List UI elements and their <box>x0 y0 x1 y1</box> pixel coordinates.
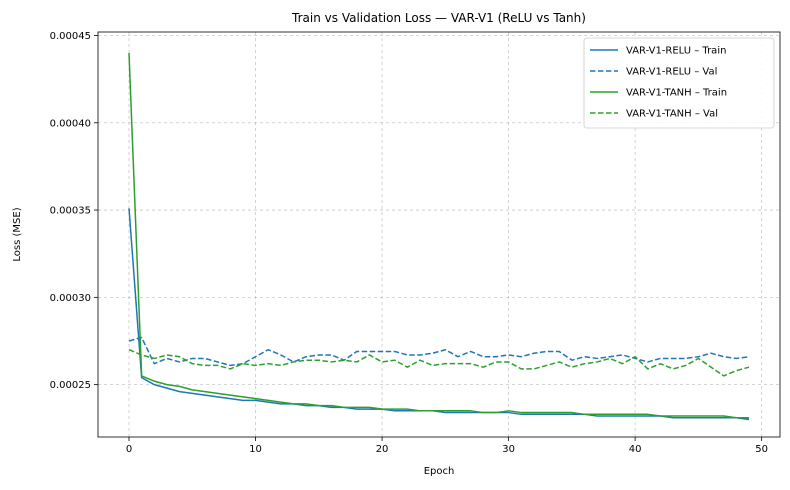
y-tick-label: 0.00030 <box>50 293 91 304</box>
x-tick-label: 20 <box>376 444 389 455</box>
series-line-var-v1-relu-val <box>128 336 750 367</box>
legend: VAR-V1-RELU – Train VAR-V1-RELU – Val VAR-… <box>583 37 775 129</box>
x-tick-label: 50 <box>755 444 768 455</box>
tick-layer: 0 10 20 30 40 50 0.00025 0.00030 0.00035 0.00040 0… <box>50 31 768 455</box>
series-line-var-v1-tanh-val <box>128 349 750 377</box>
y-tick-label: 0.00035 <box>50 206 91 217</box>
series-line-var-v1-relu-train <box>128 208 750 421</box>
legend-label: VAR-V1-TANH – Train <box>626 88 727 99</box>
y-tick-label: 0.00045 <box>50 31 91 42</box>
series-layer <box>128 52 750 421</box>
legend-box <box>583 37 775 129</box>
x-axis-title: Epoch <box>424 466 455 477</box>
x-tick-label: 30 <box>502 444 515 455</box>
x-tick-label: 40 <box>629 444 642 455</box>
series-line-var-v1-tanh-train <box>128 52 749 419</box>
x-tick-label: 10 <box>249 444 262 455</box>
legend-label: VAR-V1-RELU – Val <box>626 67 717 78</box>
plot-frame <box>97 31 781 438</box>
chart-title: Train vs Validation Loss — VAR-V1 (ReLU … <box>291 11 586 25</box>
legend-label: VAR-V1-TANH – Val <box>626 109 718 120</box>
y-tick-label: 0.00040 <box>50 118 91 129</box>
y-axis-title: Loss (MSE) <box>12 207 23 261</box>
x-tick-label: 0 <box>126 444 132 455</box>
legend-label: VAR-V1-RELU – Train <box>626 46 726 57</box>
y-tick-label: 0.00025 <box>50 380 91 391</box>
